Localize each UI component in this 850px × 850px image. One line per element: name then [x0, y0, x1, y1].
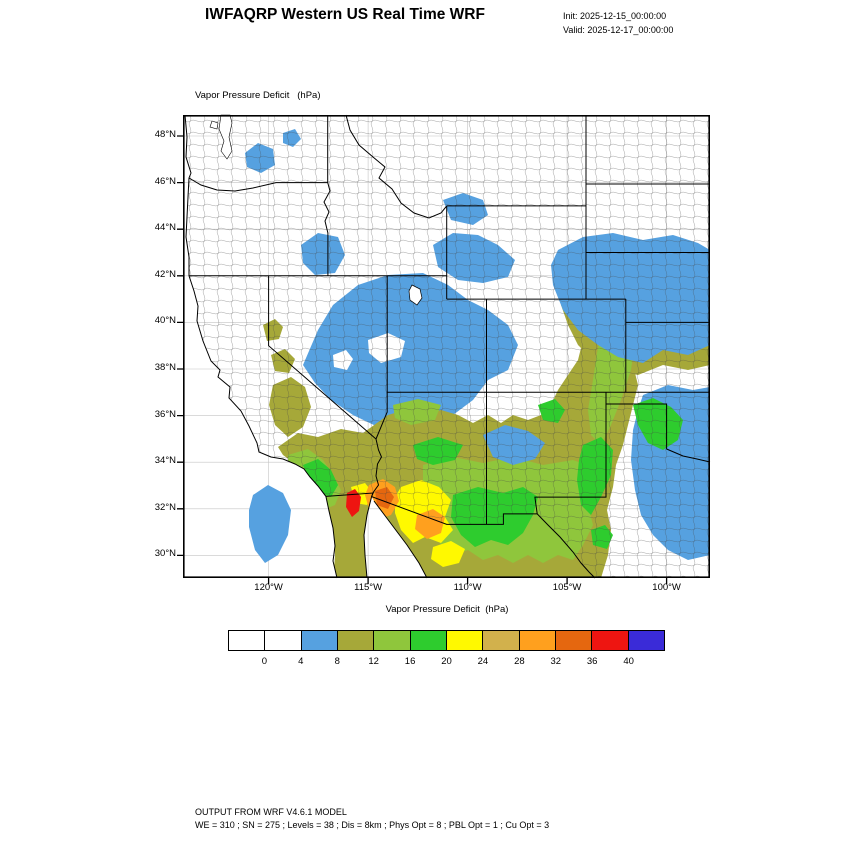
lon-tick-label: 100°W: [652, 582, 681, 593]
colorbar-swatch: [627, 630, 665, 651]
colorbar-swatches: [228, 630, 665, 651]
colorbar-tick-label: 12: [368, 656, 379, 667]
colorbar-swatch: [264, 630, 302, 651]
puget-sound: [218, 114, 233, 160]
colorbar-title: Vapor Pressure Deficit (hPa): [385, 604, 509, 615]
coastline: [184, 114, 338, 579]
map-frame: [177, 115, 711, 584]
colorbar-swatch: [373, 630, 411, 651]
colorbar-tick-label: 20: [441, 656, 452, 667]
great-salt-lake: [408, 284, 423, 306]
colorbar-swatch: [228, 630, 266, 651]
colorbar-tick-label: 8: [334, 656, 340, 667]
lon-tick-label: 110°W: [453, 582, 482, 593]
vpd-fill-red: [346, 489, 361, 517]
plot-title: IWFAQRP Western US Real Time WRF: [205, 6, 485, 23]
state-borders: [188, 114, 711, 579]
init-time-label: Init: 2025-12-15_00:00:00: [563, 11, 667, 21]
colorbar-tick-label: 28: [514, 656, 525, 667]
field-title: Vapor Pressure Deficit (hPa): [195, 90, 321, 101]
colorbar-swatch: [336, 630, 375, 651]
colorbar-tick-label: 4: [298, 656, 304, 667]
lat-tick-label: 42°N: [154, 268, 176, 280]
footer-line1: OUTPUT FROM WRF V4.6.1 MODEL: [195, 807, 347, 817]
lat-tick-label: 30°N: [154, 548, 176, 560]
colorbar-tick-label: 24: [477, 656, 489, 667]
vpd-fill-blue-offshore: [249, 485, 291, 563]
colorbar-swatch: [409, 630, 447, 651]
lat-tick-label: 32°N: [154, 501, 176, 513]
valid-time-label: Valid: 2025-12-17_00:00:00: [563, 25, 674, 35]
lat-tick-label: 44°N: [154, 222, 176, 234]
lon-tick-label: 115°W: [354, 582, 383, 593]
time-block: Init: 2025-12-15_00:00:00 Valid: 2025-12…: [563, 9, 673, 37]
colorbar-swatch: [518, 630, 556, 651]
colorbar-tick-label: 40: [623, 656, 634, 667]
lat-tick-label: 48°N: [154, 129, 176, 140]
footer-line2: WE = 310 ; SN = 275 ; Levels = 38 ; Dis …: [195, 820, 550, 830]
colorbar-tick-label: 16: [404, 656, 416, 667]
colorbar-swatch: [591, 630, 629, 651]
map-plot: [177, 114, 711, 584]
lat-tick-label: 46°N: [154, 175, 176, 187]
colorbar-swatch: [300, 630, 338, 651]
colorbar-tick-label: 0: [261, 656, 268, 667]
lat-tick-label: 36°N: [154, 408, 176, 420]
map-canvas: [177, 114, 711, 584]
colorbar-tick-label: 36: [586, 656, 598, 667]
colorbar-swatch: [554, 630, 593, 651]
lon-tick-label: 120°W: [254, 582, 283, 593]
footer: OUTPUT FROM WRF V4.6.1 MODEL WE = 310 ; …: [195, 806, 549, 832]
san-juan-island: [209, 120, 219, 130]
colorbar-swatch: [445, 630, 484, 651]
lon-tick-label: 105°W: [552, 582, 582, 593]
gulf-of-california: [364, 496, 427, 578]
colorbar-swatch: [482, 630, 520, 651]
lat-tick-label: 40°N: [154, 315, 176, 327]
lat-tick-label: 34°N: [154, 455, 176, 467]
colorbar-tick-label: 32: [550, 656, 562, 667]
lat-tick-label: 38°N: [154, 362, 176, 373]
